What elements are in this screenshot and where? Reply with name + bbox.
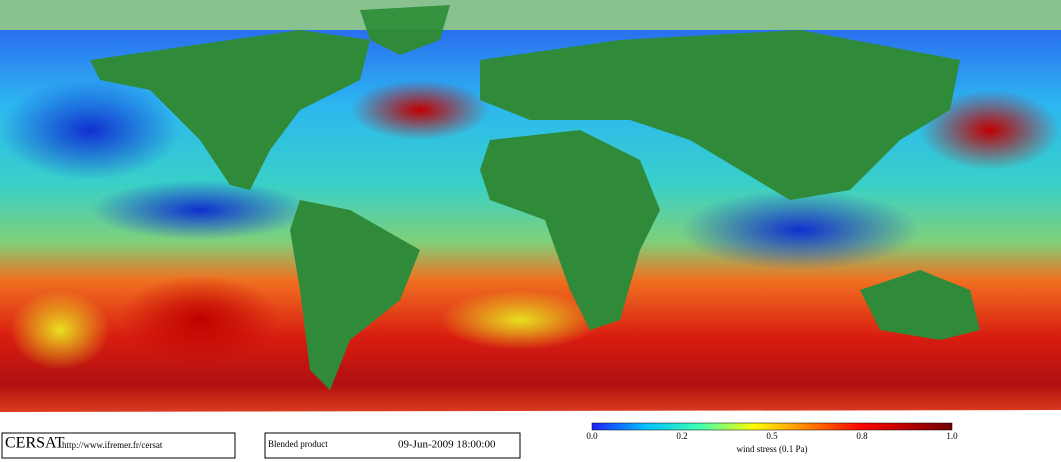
url: http://www.ifremer.fr/cersat [62, 440, 163, 450]
date: 09-Jun-2009 18:00:00 [398, 439, 496, 451]
logo-box [1, 432, 236, 459]
land [0, 0, 1061, 390]
colorbar-tick-label: 0.0 [586, 431, 598, 441]
product-box [264, 432, 521, 459]
colorbar-tick-label: 1.0 [946, 431, 958, 441]
logo: CERSAT [5, 435, 65, 452]
colorbar-tick-label: 0.8 [856, 431, 868, 441]
product: Blended product [268, 439, 328, 449]
colorbar-label: wind stress (0.1 Pa) [737, 444, 808, 454]
colorbar-ticks: 0.0 0.2 0.5 0.8 1.0 [586, 431, 958, 441]
colorbar [591, 422, 953, 431]
colorbar-tick-label: 0.2 [676, 431, 687, 441]
colorbar-tick-label: 0.5 [766, 431, 778, 441]
